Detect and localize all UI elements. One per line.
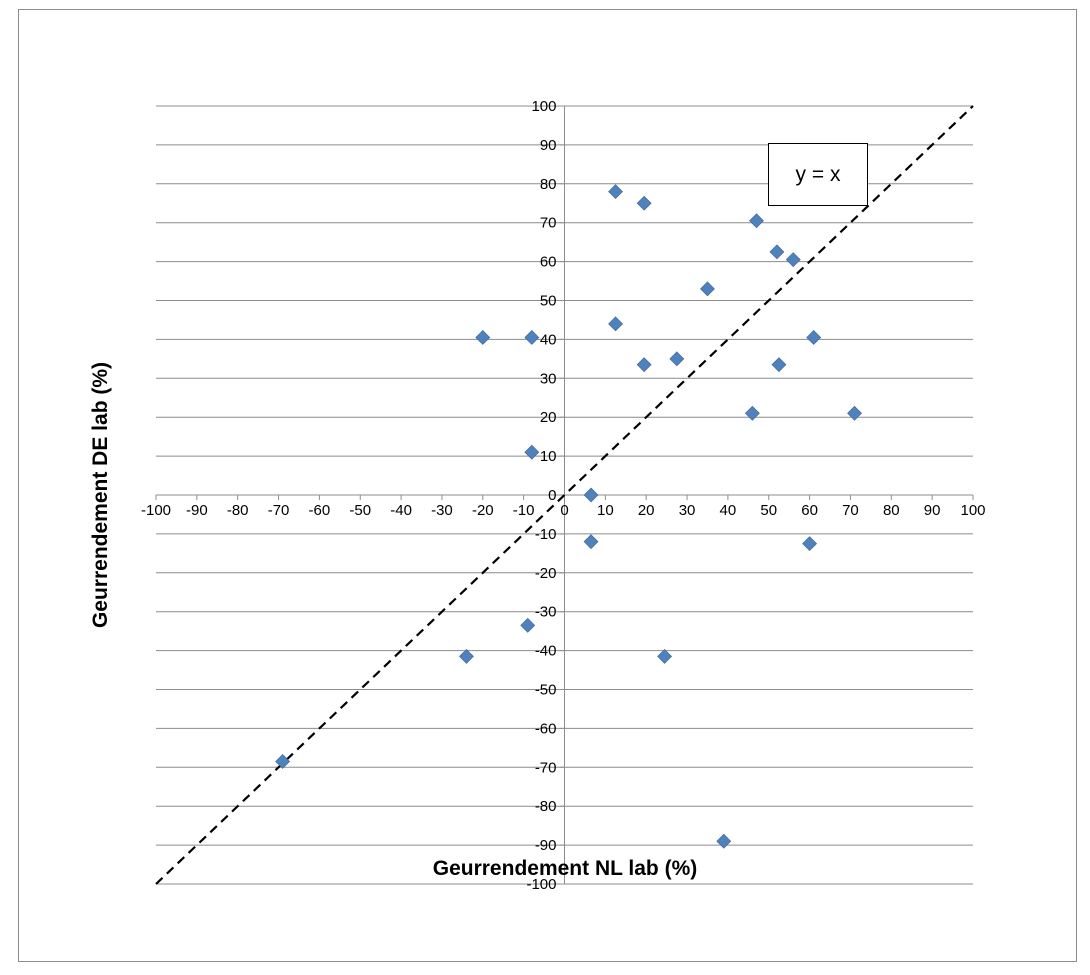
y-tick-label: -100 bbox=[526, 876, 556, 893]
x-tick-label: 60 bbox=[801, 502, 818, 519]
data-point bbox=[636, 195, 652, 211]
data-point bbox=[524, 330, 540, 345]
x-tick-label: 30 bbox=[679, 502, 696, 519]
y-tick-label: 100 bbox=[531, 98, 556, 115]
data-point bbox=[583, 534, 599, 550]
x-tick-label: -40 bbox=[390, 502, 412, 519]
y-tick-label: 80 bbox=[540, 176, 557, 193]
data-point bbox=[636, 357, 652, 373]
data-point bbox=[785, 252, 801, 268]
reference-line-layer bbox=[155, 105, 974, 885]
y-tick-label: -40 bbox=[535, 643, 557, 660]
x-tick-label: -90 bbox=[186, 502, 208, 519]
data-point bbox=[700, 281, 715, 297]
x-tick-label: -20 bbox=[472, 502, 494, 519]
data-point bbox=[802, 536, 818, 552]
reference-line bbox=[155, 105, 974, 885]
x-tick-label: 70 bbox=[842, 502, 859, 519]
y-tick-label: -10 bbox=[535, 526, 557, 543]
data-point bbox=[608, 184, 623, 200]
data-point bbox=[657, 649, 673, 664]
x-tick-label: -50 bbox=[349, 502, 371, 519]
data-point bbox=[749, 213, 764, 229]
y-tick-label: -80 bbox=[535, 798, 557, 815]
data-point bbox=[475, 330, 491, 345]
y-tick-label: 40 bbox=[540, 331, 557, 348]
y-tick-label: -90 bbox=[535, 837, 557, 854]
data-point bbox=[520, 617, 536, 633]
axes bbox=[155, 105, 974, 885]
reference-line-label-text: y = x bbox=[795, 162, 841, 186]
y-tick-label: -20 bbox=[535, 565, 557, 582]
data-point bbox=[583, 487, 599, 503]
x-tick-label: -80 bbox=[227, 502, 249, 519]
x-tick-label: 40 bbox=[720, 502, 737, 519]
data-point bbox=[806, 330, 822, 345]
x-tick-label: 100 bbox=[960, 502, 985, 519]
x-tick-label: 0 bbox=[560, 502, 568, 519]
tick-labels: 1009080706050403020100-10-20-30-40-50-60… bbox=[141, 98, 986, 893]
y-tick-label: -60 bbox=[535, 720, 557, 737]
y-axis-title: Geurrendement DE lab (%) bbox=[89, 362, 112, 628]
y-tick-label: 20 bbox=[540, 409, 557, 426]
y-tick-label: -70 bbox=[535, 759, 557, 776]
data-point bbox=[669, 351, 685, 367]
y-tick-label: 60 bbox=[540, 254, 557, 271]
data-point bbox=[771, 357, 787, 373]
x-tick-label: 80 bbox=[883, 502, 900, 519]
data-points bbox=[275, 184, 862, 849]
x-tick-label: 20 bbox=[638, 502, 655, 519]
data-point bbox=[769, 244, 785, 260]
x-tick-label: -70 bbox=[268, 502, 290, 519]
x-tick-label: -100 bbox=[141, 502, 171, 519]
data-point bbox=[459, 649, 474, 664]
y-tick-label: 90 bbox=[540, 137, 557, 154]
x-tick-label: 10 bbox=[597, 502, 614, 519]
chart-frame bbox=[18, 9, 1077, 962]
x-tick-label: -30 bbox=[431, 502, 453, 519]
y-tick-label: -50 bbox=[535, 682, 557, 699]
reference-line-label: y = x bbox=[768, 143, 868, 206]
y-tick-label: -30 bbox=[535, 604, 557, 621]
y-tick-label: 50 bbox=[540, 293, 557, 310]
data-point bbox=[847, 405, 862, 421]
y-tick-label: 0 bbox=[548, 487, 556, 504]
y-tick-label: 30 bbox=[540, 370, 557, 387]
data-point bbox=[716, 833, 732, 849]
data-point bbox=[608, 316, 623, 332]
x-tick-label: 90 bbox=[924, 502, 941, 519]
x-tick-label: 50 bbox=[760, 502, 777, 519]
x-tick-label: -60 bbox=[309, 502, 331, 519]
x-tick-label: -10 bbox=[513, 502, 535, 519]
data-point bbox=[744, 405, 760, 421]
y-tick-label: 70 bbox=[540, 215, 557, 232]
data-point bbox=[275, 754, 291, 769]
data-point bbox=[524, 444, 540, 460]
y-tick-label: 10 bbox=[540, 448, 557, 465]
x-axis-title: Geurrendement NL lab (%) bbox=[433, 857, 698, 880]
